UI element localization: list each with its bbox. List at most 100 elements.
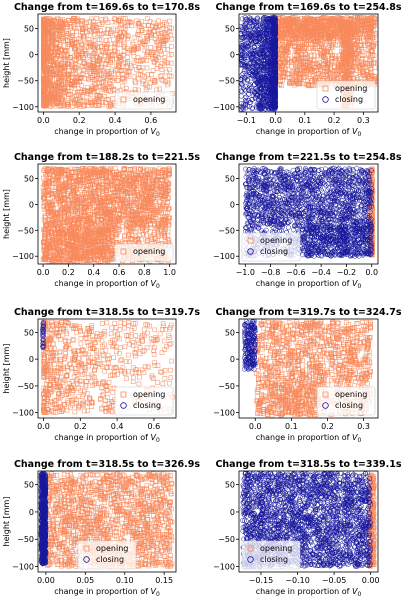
point-closing <box>239 24 244 30</box>
point-opening <box>283 48 288 53</box>
point-opening <box>153 52 159 57</box>
point-opening <box>72 66 78 71</box>
point-opening <box>41 77 47 82</box>
point-opening <box>278 74 283 79</box>
point-opening <box>320 72 326 78</box>
point-opening <box>372 17 378 22</box>
point-opening <box>358 47 364 52</box>
point-opening <box>122 31 127 36</box>
point-opening <box>124 70 130 75</box>
point-opening <box>91 38 97 44</box>
point-opening <box>133 80 138 86</box>
point-opening <box>82 33 88 39</box>
point-closing <box>243 88 249 94</box>
point-opening <box>166 52 172 58</box>
point-opening <box>162 30 167 36</box>
point-opening <box>296 41 301 47</box>
point-closing <box>257 41 263 47</box>
point-opening <box>139 28 145 33</box>
point-closing <box>249 72 254 78</box>
point-closing <box>263 98 269 104</box>
point-closing <box>261 61 267 67</box>
point-opening <box>116 72 121 77</box>
point-opening <box>99 73 104 79</box>
point-opening <box>312 41 318 47</box>
point-closing <box>261 106 267 112</box>
point-opening <box>299 43 304 48</box>
point-opening <box>115 50 120 55</box>
point-opening <box>99 48 105 54</box>
point-closing <box>243 99 249 105</box>
point-opening <box>167 67 172 72</box>
point-opening <box>99 102 105 108</box>
point-opening <box>329 59 334 64</box>
point-opening <box>349 59 354 64</box>
point-opening <box>96 22 102 27</box>
point-opening <box>281 22 286 28</box>
point-closing <box>264 103 270 109</box>
point-opening <box>95 89 100 94</box>
point-opening <box>332 75 337 81</box>
point-closing <box>270 87 276 93</box>
point-opening <box>63 21 68 26</box>
point-closing <box>243 41 249 47</box>
point-closing <box>250 29 256 35</box>
point-opening <box>312 46 318 51</box>
point-opening <box>355 64 361 70</box>
point-opening <box>280 56 285 61</box>
point-opening <box>365 50 371 56</box>
point-closing <box>260 27 266 33</box>
point-opening <box>45 82 50 87</box>
point-opening <box>72 65 77 70</box>
point-opening <box>69 33 75 38</box>
point-opening <box>346 50 352 56</box>
point-opening <box>56 79 62 85</box>
point-opening <box>91 63 96 69</box>
point-opening <box>151 59 157 64</box>
point-opening <box>303 52 309 57</box>
point-opening <box>355 15 360 21</box>
point-opening <box>145 49 151 54</box>
point-opening <box>321 58 326 64</box>
point-closing <box>239 62 243 68</box>
point-opening <box>105 51 111 57</box>
point-closing <box>272 14 277 20</box>
point-opening <box>159 73 165 78</box>
point-opening <box>312 76 318 81</box>
point-opening <box>95 55 100 60</box>
point-opening <box>50 94 56 99</box>
point-closing <box>239 16 245 22</box>
point-closing <box>265 18 271 24</box>
point-opening <box>89 100 95 105</box>
point-opening <box>281 35 286 40</box>
point-opening <box>368 60 374 66</box>
point-closing <box>256 100 262 106</box>
point-opening <box>42 24 48 30</box>
point-opening <box>115 70 120 76</box>
point-opening <box>341 62 347 67</box>
point-closing <box>257 81 263 87</box>
point-opening <box>282 36 287 41</box>
point-opening <box>286 56 291 62</box>
series-opening <box>273 14 378 109</box>
point-closing <box>253 39 259 45</box>
subplot-title: Change from t=169.6s to t=254.8s <box>215 2 401 13</box>
point-closing <box>242 21 248 27</box>
point-opening <box>76 102 82 107</box>
point-opening <box>57 73 62 79</box>
point-opening <box>322 55 327 61</box>
point-opening <box>68 81 74 87</box>
point-closing <box>257 56 263 62</box>
point-opening <box>55 53 61 58</box>
point-closing <box>252 25 258 31</box>
point-opening <box>159 52 164 57</box>
point-opening <box>278 45 283 50</box>
x-tick-label: 0.6 <box>145 116 158 125</box>
point-opening <box>369 55 374 60</box>
point-opening <box>347 71 352 77</box>
point-closing <box>258 106 264 112</box>
point-closing <box>246 98 252 103</box>
point-opening <box>145 54 151 59</box>
point-opening <box>141 41 147 47</box>
point-opening <box>132 34 138 40</box>
